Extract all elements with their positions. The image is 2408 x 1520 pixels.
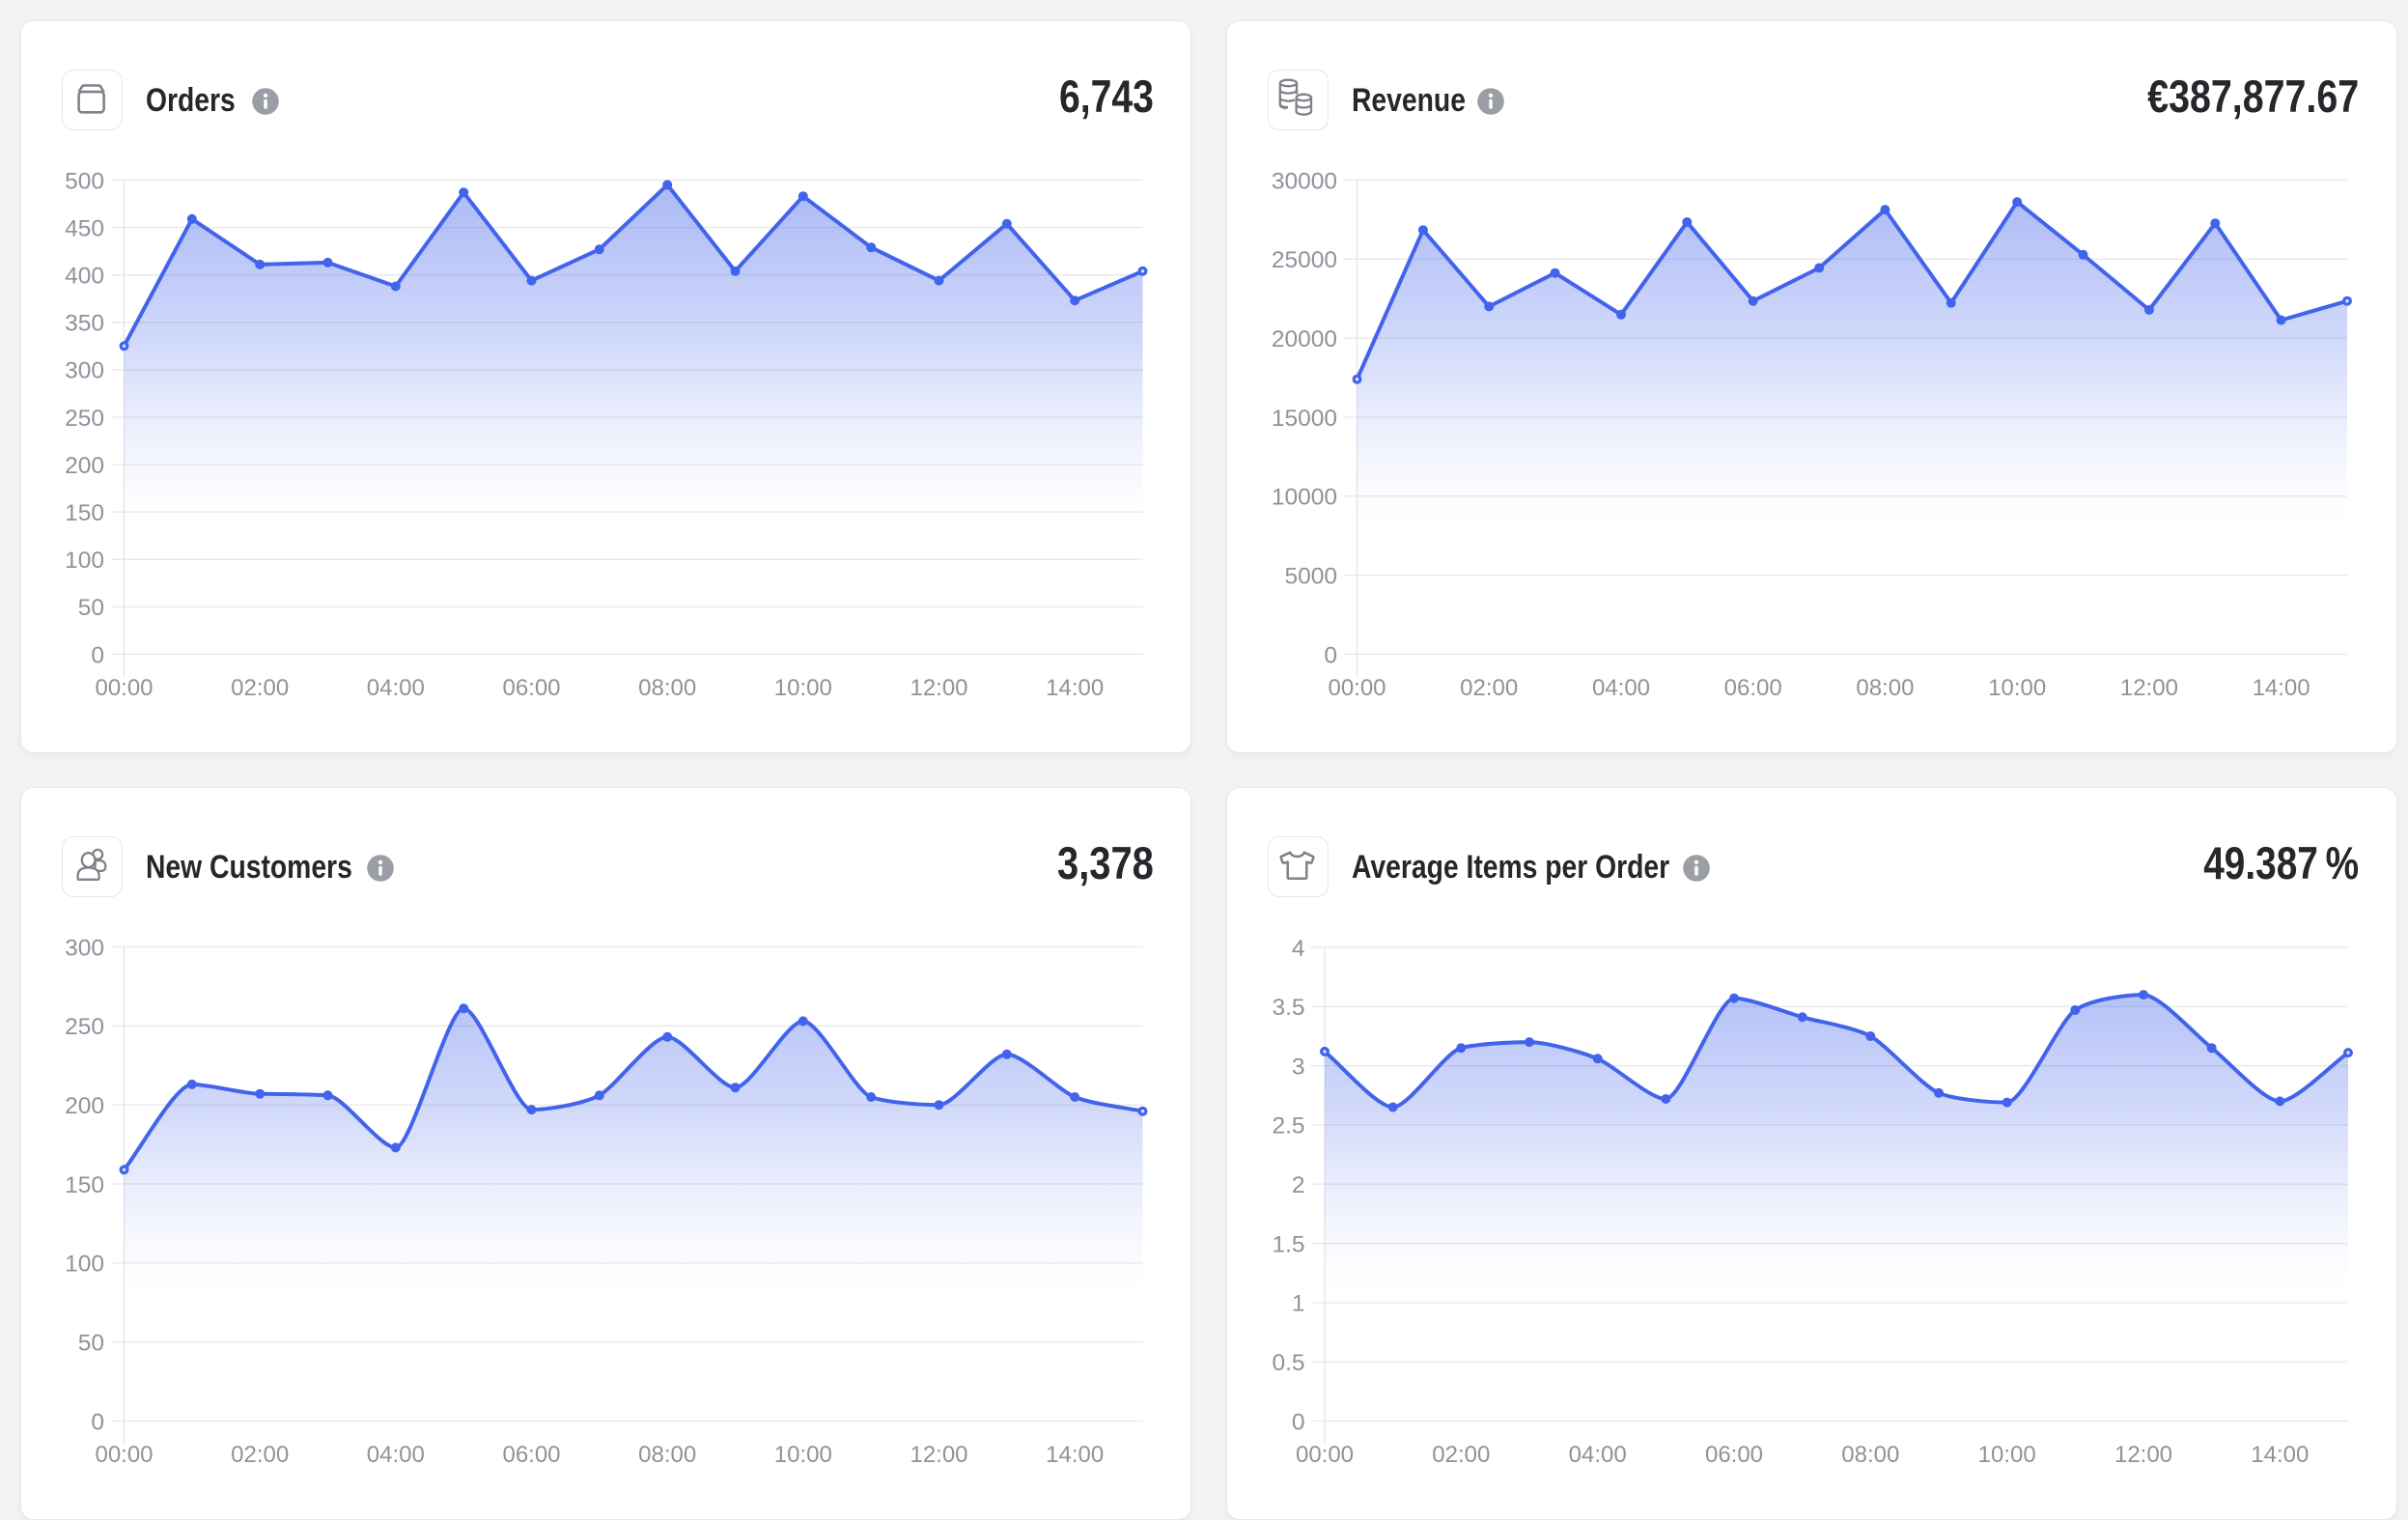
svg-text:12:00: 12:00 [910, 675, 967, 701]
svg-text:10000: 10000 [1272, 485, 1337, 511]
svg-text:15000: 15000 [1272, 406, 1337, 432]
svg-text:2.5: 2.5 [1272, 1113, 1304, 1140]
svg-text:02:00: 02:00 [1432, 1442, 1490, 1468]
svg-text:20000: 20000 [1272, 326, 1337, 352]
svg-text:300: 300 [65, 935, 104, 961]
svg-text:150: 150 [65, 500, 104, 526]
svg-text:04:00: 04:00 [1592, 675, 1650, 701]
svg-text:350: 350 [65, 311, 104, 337]
svg-text:400: 400 [65, 264, 104, 290]
svg-text:0: 0 [1324, 642, 1337, 668]
svg-text:00:00: 00:00 [95, 675, 153, 701]
svg-text:12:00: 12:00 [910, 1442, 967, 1468]
svg-text:06:00: 06:00 [502, 1442, 560, 1468]
svg-text:450: 450 [65, 215, 104, 241]
svg-text:00:00: 00:00 [1296, 1442, 1354, 1468]
svg-text:2: 2 [1292, 1172, 1305, 1198]
svg-text:0: 0 [1292, 1409, 1305, 1435]
svg-text:250: 250 [65, 1014, 104, 1040]
svg-text:06:00: 06:00 [1724, 675, 1782, 701]
svg-text:02:00: 02:00 [231, 675, 289, 701]
svg-text:04:00: 04:00 [1569, 1442, 1627, 1468]
svg-text:00:00: 00:00 [1328, 675, 1386, 701]
svg-text:200: 200 [65, 1093, 104, 1119]
svg-text:500: 500 [65, 168, 104, 194]
svg-text:06:00: 06:00 [502, 675, 560, 701]
svg-text:08:00: 08:00 [638, 1442, 696, 1468]
svg-text:00:00: 00:00 [95, 1442, 153, 1468]
svg-text:10:00: 10:00 [774, 675, 832, 701]
svg-text:30000: 30000 [1272, 168, 1337, 194]
svg-text:08:00: 08:00 [1856, 675, 1914, 701]
svg-text:150: 150 [65, 1172, 104, 1198]
svg-text:10:00: 10:00 [1988, 675, 2046, 701]
svg-text:12:00: 12:00 [2114, 1442, 2172, 1468]
svg-text:08:00: 08:00 [1841, 1442, 1899, 1468]
svg-text:10:00: 10:00 [1978, 1442, 2036, 1468]
svg-text:02:00: 02:00 [231, 1442, 289, 1468]
svg-text:14:00: 14:00 [2251, 1442, 2309, 1468]
svg-text:100: 100 [65, 548, 104, 574]
svg-text:50: 50 [78, 1331, 104, 1357]
svg-text:100: 100 [65, 1252, 104, 1278]
svg-text:06:00: 06:00 [1705, 1442, 1763, 1468]
svg-text:14:00: 14:00 [1046, 1442, 1104, 1468]
svg-text:3: 3 [1292, 1054, 1305, 1080]
svg-text:08:00: 08:00 [638, 675, 696, 701]
svg-text:14:00: 14:00 [2253, 675, 2310, 701]
svg-text:250: 250 [65, 406, 104, 432]
svg-text:300: 300 [65, 358, 104, 384]
svg-text:1.5: 1.5 [1272, 1231, 1304, 1257]
svg-text:25000: 25000 [1272, 247, 1337, 273]
svg-text:10:00: 10:00 [774, 1442, 832, 1468]
svg-text:5000: 5000 [1284, 564, 1337, 590]
svg-text:04:00: 04:00 [367, 1442, 425, 1468]
svg-text:0.5: 0.5 [1272, 1350, 1304, 1376]
svg-text:4: 4 [1292, 936, 1305, 962]
svg-text:200: 200 [65, 453, 104, 479]
svg-text:0: 0 [91, 1409, 104, 1435]
svg-text:04:00: 04:00 [367, 675, 425, 701]
svg-text:3.5: 3.5 [1272, 995, 1304, 1021]
svg-text:14:00: 14:00 [1046, 675, 1104, 701]
svg-text:12:00: 12:00 [2120, 675, 2178, 701]
svg-text:02:00: 02:00 [1460, 675, 1518, 701]
svg-text:1: 1 [1292, 1291, 1305, 1317]
svg-text:0: 0 [91, 642, 104, 668]
svg-text:50: 50 [78, 595, 104, 621]
